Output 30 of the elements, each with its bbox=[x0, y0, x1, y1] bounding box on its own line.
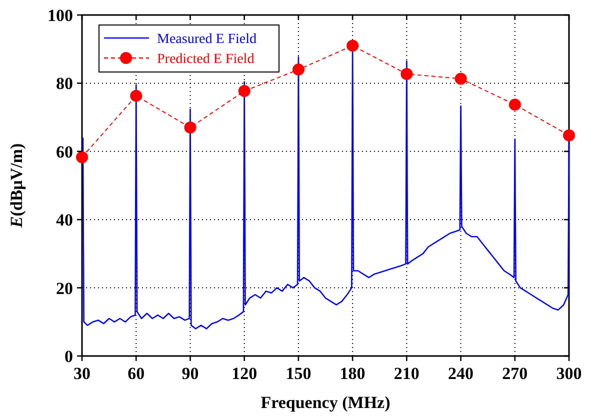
point bbox=[76, 151, 88, 164]
point bbox=[238, 85, 250, 98]
x-tick-label: 120 bbox=[232, 364, 258, 383]
y-tick-label: 100 bbox=[48, 6, 73, 25]
x-axis-title: Frequency (MHz) bbox=[260, 393, 390, 412]
point bbox=[130, 90, 142, 102]
x-tick-label: 30 bbox=[74, 364, 90, 383]
x-tick-label: 150 bbox=[286, 364, 312, 383]
y-tick-label: 60 bbox=[56, 142, 73, 162]
point bbox=[563, 129, 575, 142]
y-axis-title: E(dBμV/m) bbox=[7, 143, 26, 229]
point bbox=[346, 40, 359, 52]
x-tick-label: 270 bbox=[502, 364, 528, 383]
x-tick-label: 90 bbox=[182, 364, 199, 383]
x-tick-label: 300 bbox=[556, 364, 582, 383]
point bbox=[292, 64, 304, 76]
x-tick-label: 180 bbox=[340, 364, 366, 383]
legend-label: Measured E Field bbox=[157, 32, 257, 47]
y-tick-label: 80 bbox=[56, 74, 73, 94]
x-tick-label: 60 bbox=[128, 364, 145, 383]
point bbox=[184, 122, 196, 134]
point bbox=[454, 72, 467, 85]
x-tick-label: 210 bbox=[394, 364, 420, 383]
point bbox=[400, 68, 413, 80]
y-tick-label: 0 bbox=[64, 347, 73, 366]
y-tick-label: 20 bbox=[56, 278, 73, 298]
point bbox=[508, 98, 521, 111]
x-tick-label: 240 bbox=[448, 364, 474, 383]
y-tick-label: 40 bbox=[56, 210, 73, 230]
legend-label: Predicted E Field bbox=[157, 52, 254, 67]
